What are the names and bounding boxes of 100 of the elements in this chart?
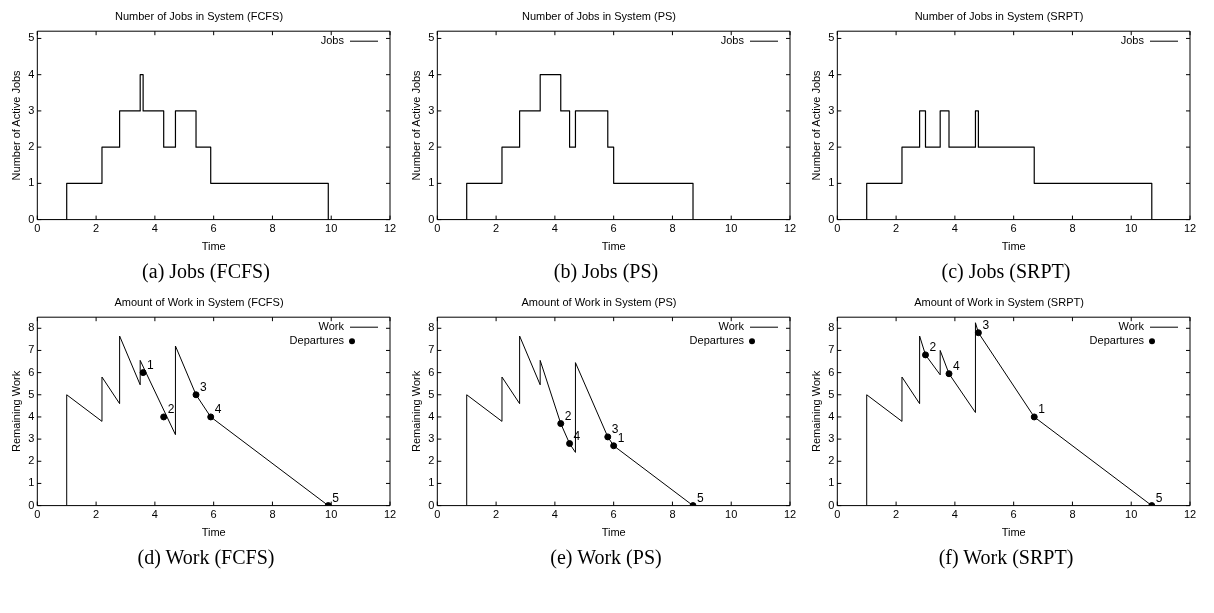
annotation: 5 (1155, 490, 1163, 505)
y-axis-title: Remaining Work (809, 370, 822, 452)
y-tick-label: 1 (428, 176, 435, 189)
y-tick-label: 0 (28, 212, 35, 225)
y-tick-label: 5 (428, 387, 435, 400)
x-tick-label: 8 (269, 222, 276, 235)
x-tick-label: 8 (1069, 222, 1076, 235)
y-tick-label: 0 (828, 212, 835, 225)
y-tick-label: 1 (828, 476, 835, 489)
x-tick-label: 4 (551, 508, 558, 521)
y-tick-label: 3 (828, 432, 835, 445)
text: (f) Work (SRPT) (937, 545, 1075, 571)
y-tick-label: 1 (28, 476, 35, 489)
y-tick-label: 8 (428, 321, 435, 334)
x-tick-label: 8 (669, 508, 676, 521)
legend-label: Jobs (320, 34, 345, 47)
annotation: 2 (564, 408, 572, 423)
x-tick-label: 6 (610, 222, 617, 235)
x-axis-title: Time (201, 526, 226, 539)
legend-label: Work (718, 320, 745, 333)
y-tick-label: 6 (828, 365, 835, 378)
annotation: 4 (953, 359, 960, 374)
y-tick-label: 5 (828, 387, 835, 400)
x-tick-label: 10 (325, 508, 338, 521)
chart-title: Amount of Work in System (PS) (521, 295, 677, 308)
text: (e) Work (PS) (549, 545, 663, 571)
annotation: 1 (617, 431, 625, 446)
y-tick-label: 0 (28, 498, 35, 511)
y-tick-label: 7 (428, 343, 435, 356)
chart-title: Number of Jobs in System (FCFS) (114, 9, 284, 22)
y-tick-label: 3 (28, 103, 35, 116)
x-tick-label: 10 (325, 222, 338, 235)
x-tick-label: 6 (610, 508, 617, 521)
annotation: 5 (332, 490, 340, 505)
annotation: 4 (214, 402, 222, 417)
text: (d) Work (FCFS) (136, 545, 276, 571)
y-tick-label: 4 (28, 67, 35, 80)
y-tick-label: 5 (28, 31, 35, 44)
x-tick-label: 6 (1010, 508, 1017, 521)
x-tick-label: 12 (383, 508, 397, 521)
annotation: 2 (167, 402, 175, 417)
x-tick-label: 10 (1125, 222, 1138, 235)
y-tick-label: 5 (28, 387, 35, 400)
chart-title: Amount of Work in System (SRPT) (914, 295, 1084, 308)
legend-label: Departures (689, 334, 745, 347)
legend-label: Departures (289, 334, 345, 347)
y-tick-label: 3 (828, 103, 835, 116)
annotation: 3 (982, 318, 990, 333)
annotation: 3 (611, 422, 619, 437)
y-tick-label: 2 (828, 454, 835, 467)
y-tick-label: 1 (28, 176, 35, 189)
x-tick-label: 2 (93, 222, 100, 235)
y-tick-label: 7 (28, 343, 35, 356)
annotation: 1 (147, 357, 155, 372)
y-tick-label: 2 (28, 140, 35, 153)
y-axis-title: Remaining Work (409, 370, 422, 452)
y-tick-label: 2 (428, 140, 435, 153)
chart-title: Number of Jobs in System (PS) (521, 9, 677, 22)
annotation: 5 (697, 490, 705, 505)
x-tick-label: 10 (725, 508, 738, 521)
x-tick-label: 2 (493, 222, 500, 235)
y-tick-label: 4 (828, 67, 835, 80)
y-tick-label: 3 (28, 432, 35, 445)
text: (c) Jobs (SRPT) (940, 259, 1072, 285)
x-tick-label: 12 (383, 222, 397, 235)
point (160, 413, 168, 421)
text: (b) Jobs (PS) (552, 259, 660, 285)
annotation: 2 (929, 340, 937, 355)
y-tick-label: 0 (828, 498, 835, 511)
x-axis-title: Time (1001, 526, 1026, 539)
legend-label: Work (1118, 320, 1145, 333)
y-tick-label: 8 (828, 321, 835, 334)
chart-title: Number of Jobs in System (SRPT) (914, 9, 1084, 22)
y-tick-label: 3 (428, 103, 435, 116)
chart-title: Amount of Work in System (FCFS) (114, 295, 284, 308)
x-tick-label: 2 (93, 508, 100, 521)
x-tick-label: 8 (1069, 508, 1076, 521)
y-axis-title: Remaining Work (9, 370, 22, 452)
x-tick-label: 6 (1010, 222, 1017, 235)
y-tick-label: 0 (428, 212, 435, 225)
y-axis-title: Number of Active Jobs (409, 69, 422, 181)
annotation: 1 (1038, 402, 1046, 417)
y-tick-label: 6 (428, 365, 435, 378)
x-axis-title: Time (1001, 240, 1026, 253)
text: (a) Jobs (FCFS) (141, 259, 271, 285)
y-tick-label: 8 (28, 321, 35, 334)
y-tick-label: 1 (828, 176, 835, 189)
x-tick-label: 4 (151, 508, 158, 521)
y-tick-label: 6 (28, 365, 35, 378)
x-tick-label: 10 (1125, 508, 1138, 521)
x-axis-title: Time (601, 526, 626, 539)
y-tick-label: 4 (828, 409, 835, 422)
x-tick-label: 4 (151, 222, 158, 235)
point (566, 440, 574, 448)
legend-label: Departures (1089, 334, 1145, 347)
legend-label: Jobs (720, 34, 745, 47)
y-tick-label: 2 (28, 454, 35, 467)
legend-label: Jobs (1120, 34, 1145, 47)
y-tick-label: 2 (428, 454, 435, 467)
y-tick-label: 4 (28, 409, 35, 422)
